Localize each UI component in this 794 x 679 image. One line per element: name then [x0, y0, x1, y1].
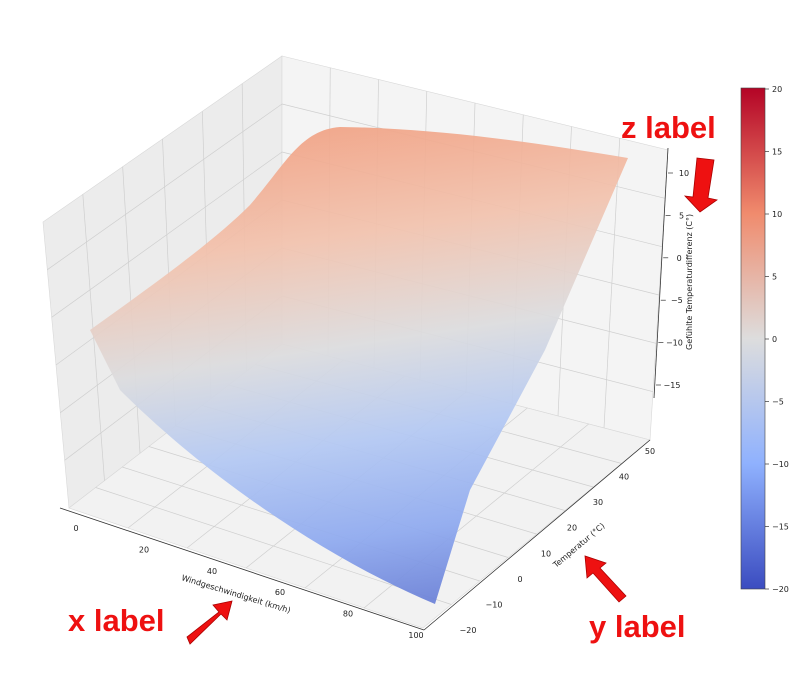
z-tick-label: −15 — [664, 381, 681, 390]
z-tick-label: 10 — [679, 169, 689, 178]
z-axis-line — [653, 147, 669, 399]
y-tick-label: 40 — [619, 473, 629, 482]
x-tick-label: 0 — [73, 524, 78, 533]
y-tick-label: 30 — [593, 498, 603, 507]
y-tick-label: 0 — [517, 575, 522, 584]
x-tick-label: 40 — [207, 567, 217, 576]
z-tick-label: −5 — [671, 296, 683, 305]
y-annotation-arrow — [584, 555, 627, 603]
x-tick-label: 80 — [343, 610, 353, 619]
x-tick-label: 20 — [139, 545, 149, 554]
z-tick-label: 0 — [677, 254, 682, 263]
colorbar-tick-label: −10 — [772, 460, 789, 469]
y-axis-line — [423, 439, 651, 631]
y-annotation-text: y label — [589, 609, 686, 644]
z-axis-label: Gefühlte Temperaturdifferenz (C°) — [685, 214, 694, 350]
colorbar-tick-label: 10 — [772, 210, 782, 219]
x-tick-label: 60 — [275, 588, 285, 597]
colorbar-tick-label: 20 — [772, 85, 782, 94]
x-tick-label: 100 — [408, 631, 423, 640]
colorbar-tick-label: 15 — [772, 148, 782, 157]
colorbar: −20 −15 −10 −5 0 5 10 15 20 — [740, 85, 789, 594]
z-tick-label: −10 — [666, 339, 683, 348]
x-annotation-arrow — [186, 600, 233, 645]
z-annotation-text: z label — [621, 110, 716, 145]
x-ticks: 0 20 40 60 80 100 — [73, 524, 423, 640]
colorbar-tick-label: 0 — [772, 335, 777, 344]
y-tick-label: 10 — [541, 549, 551, 558]
y-tick-label: −10 — [486, 600, 503, 609]
x-annotation-text: x label — [68, 603, 165, 638]
colorbar-gradient — [740, 87, 766, 590]
grid-line — [47, 103, 283, 270]
z-ticks: −15 −10 −5 0 5 10 — [656, 169, 689, 390]
surface — [90, 127, 628, 604]
colorbar-tick-label: 5 — [772, 273, 777, 282]
annotations: z label x label y label — [68, 110, 718, 645]
grid-line — [95, 487, 452, 605]
y-tick-label: 20 — [567, 524, 577, 533]
x-axis-line — [59, 507, 425, 631]
colorbar-tick-label: −15 — [772, 523, 789, 532]
colorbar-tick-label: −20 — [772, 585, 789, 594]
y-ticks: −20 −10 0 10 20 30 40 50 — [460, 447, 656, 635]
z-annotation-arrow — [683, 157, 718, 213]
colorbar-ticks: −20 −15 −10 −5 0 5 10 15 20 — [765, 85, 789, 594]
colorbar-tick-label: −5 — [772, 398, 784, 407]
grid-line — [51, 151, 283, 318]
y-tick-label: 50 — [645, 447, 655, 456]
z-tick-label: 5 — [679, 211, 684, 220]
y-tick-label: −20 — [460, 626, 477, 635]
